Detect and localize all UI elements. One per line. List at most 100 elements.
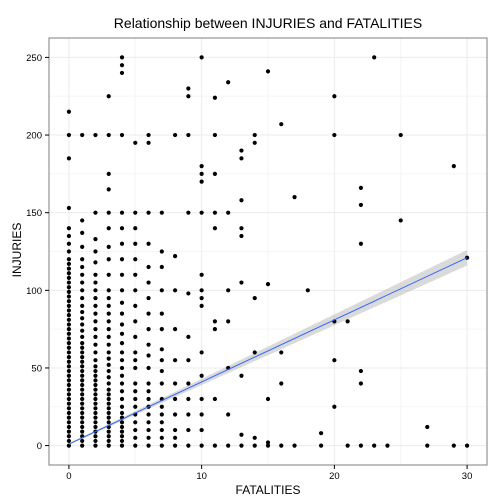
data-point	[106, 132, 111, 138]
data-point	[66, 257, 72, 262]
data-point	[265, 443, 271, 448]
data-point	[239, 233, 244, 239]
data-point	[133, 358, 138, 363]
data-point	[239, 148, 244, 153]
data-point	[159, 368, 164, 374]
data-point	[93, 311, 98, 316]
data-point	[186, 427, 191, 433]
data-point	[212, 319, 218, 324]
data-point	[133, 389, 138, 394]
data-point	[133, 140, 138, 145]
data-point	[93, 334, 98, 339]
data-point	[66, 156, 72, 161]
data-point	[172, 412, 178, 417]
data-point	[106, 272, 111, 277]
data-point	[212, 226, 218, 231]
data-point	[80, 368, 85, 374]
data-point	[66, 396, 72, 402]
data-point	[226, 443, 231, 448]
data-point	[106, 438, 111, 444]
data-point	[159, 404, 164, 409]
data-point	[93, 420, 98, 425]
data-point	[252, 140, 257, 145]
data-point	[212, 132, 218, 138]
data-point	[106, 429, 111, 434]
data-point	[106, 257, 111, 262]
data-point	[80, 354, 85, 360]
data-point	[146, 389, 151, 394]
data-point	[106, 410, 111, 416]
data-point	[199, 412, 204, 417]
data-point	[106, 396, 111, 402]
data-point	[133, 319, 138, 324]
data-point	[159, 420, 164, 425]
data-point	[119, 63, 125, 68]
data-point	[106, 342, 111, 347]
data-point	[119, 241, 125, 246]
data-point	[119, 429, 125, 434]
data-point	[66, 443, 72, 448]
data-point	[80, 350, 85, 355]
data-point	[93, 443, 98, 448]
data-point	[106, 288, 111, 293]
data-point	[345, 319, 350, 324]
data-point	[93, 401, 98, 406]
data-point	[186, 396, 191, 402]
data-point	[146, 396, 151, 402]
data-point	[66, 336, 72, 341]
data-point	[106, 443, 111, 448]
data-point	[133, 334, 138, 339]
data-point	[133, 257, 138, 262]
data-point	[159, 264, 164, 270]
data-point	[119, 350, 125, 355]
data-point	[106, 356, 111, 361]
data-point	[172, 254, 178, 259]
data-point	[80, 420, 85, 425]
data-point	[133, 435, 138, 440]
data-point	[66, 205, 72, 211]
data-point	[119, 438, 125, 444]
data-point	[106, 244, 111, 249]
data-point	[398, 132, 403, 138]
data-point	[186, 86, 191, 91]
data-point	[66, 359, 72, 364]
data-point	[212, 327, 218, 332]
points-layer	[66, 55, 470, 448]
data-point	[146, 132, 151, 138]
chart-title: Relationship between INJURIES and FATALI…	[114, 15, 422, 31]
data-point	[66, 299, 72, 304]
data-point	[159, 288, 164, 293]
data-point	[398, 218, 403, 223]
data-point	[146, 353, 151, 358]
data-point	[106, 187, 111, 192]
data-point	[318, 431, 324, 436]
data-point	[80, 132, 85, 138]
data-point	[93, 438, 98, 444]
data-point	[80, 230, 85, 235]
data-point	[119, 226, 125, 231]
y-axis-ticks: 0 50 100 150 200 250	[26, 53, 49, 452]
data-point	[93, 327, 98, 332]
data-point	[133, 210, 138, 215]
data-point	[80, 378, 85, 383]
data-point	[66, 275, 72, 280]
data-point	[119, 132, 125, 138]
data-point	[66, 322, 72, 327]
data-point	[106, 387, 111, 392]
data-point	[80, 410, 85, 416]
data-point	[106, 94, 111, 99]
data-point	[66, 415, 72, 420]
data-point	[172, 396, 178, 402]
data-point	[66, 308, 72, 313]
data-point	[66, 438, 72, 444]
data-point	[199, 288, 204, 293]
data-point	[66, 280, 72, 285]
data-point	[159, 443, 164, 448]
data-point	[279, 381, 284, 386]
data-point	[119, 396, 125, 402]
data-point	[106, 381, 111, 386]
data-point	[80, 392, 85, 397]
data-point	[119, 55, 125, 60]
data-point	[133, 381, 138, 386]
data-point	[146, 295, 151, 301]
